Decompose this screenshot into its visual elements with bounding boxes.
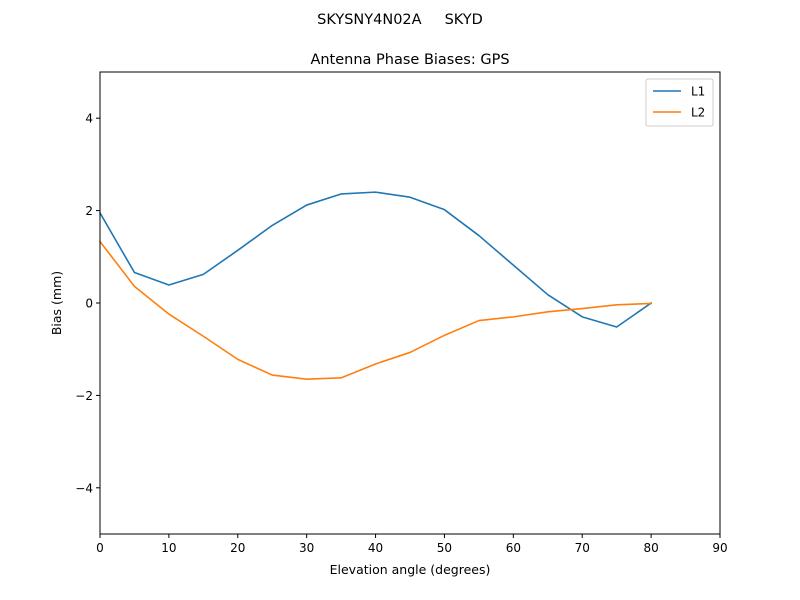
x-axis-label: Elevation angle (degrees) bbox=[330, 562, 491, 577]
x-tick-label: 20 bbox=[230, 541, 245, 555]
series-line-l1 bbox=[98, 191, 653, 328]
series-line-l2 bbox=[98, 240, 652, 381]
series-lines bbox=[98, 191, 653, 381]
legend-label-l1: L1 bbox=[691, 85, 705, 99]
y-tick-label: 2 bbox=[85, 204, 93, 218]
x-tick-label: 40 bbox=[368, 541, 383, 555]
x-tick-label: 70 bbox=[575, 541, 590, 555]
x-tick-label: 0 bbox=[96, 541, 104, 555]
x-tick-label: 90 bbox=[712, 541, 727, 555]
plot-area: 0 10 20 30 40 50 60 70 80 90 −4 −2 0 2 4 bbox=[75, 71, 728, 555]
legend: L1 L2 bbox=[645, 78, 714, 127]
x-tick-label: 60 bbox=[506, 541, 521, 555]
x-tick-label: 80 bbox=[643, 541, 658, 555]
plot-area-background bbox=[100, 72, 720, 534]
plot-frame bbox=[99, 71, 721, 535]
x-tick-label: 30 bbox=[299, 541, 314, 555]
axis-ticks: 0 10 20 30 40 50 60 70 80 90 −4 −2 0 2 4 bbox=[75, 112, 727, 555]
x-tick-label: 50 bbox=[437, 541, 452, 555]
y-tick-label: −4 bbox=[75, 481, 93, 495]
x-tick-label: 10 bbox=[161, 541, 176, 555]
y-axis-label: Bias (mm) bbox=[49, 271, 64, 335]
figure-suptitle: SKYSNY4N02A SKYD bbox=[317, 12, 483, 28]
y-tick-label: 0 bbox=[85, 297, 93, 311]
legend-label-l2: L2 bbox=[691, 106, 705, 120]
y-tick-label: −2 bbox=[75, 389, 93, 403]
chart-title: Antenna Phase Biases: GPS bbox=[310, 52, 509, 68]
y-tick-label: 4 bbox=[85, 112, 93, 126]
